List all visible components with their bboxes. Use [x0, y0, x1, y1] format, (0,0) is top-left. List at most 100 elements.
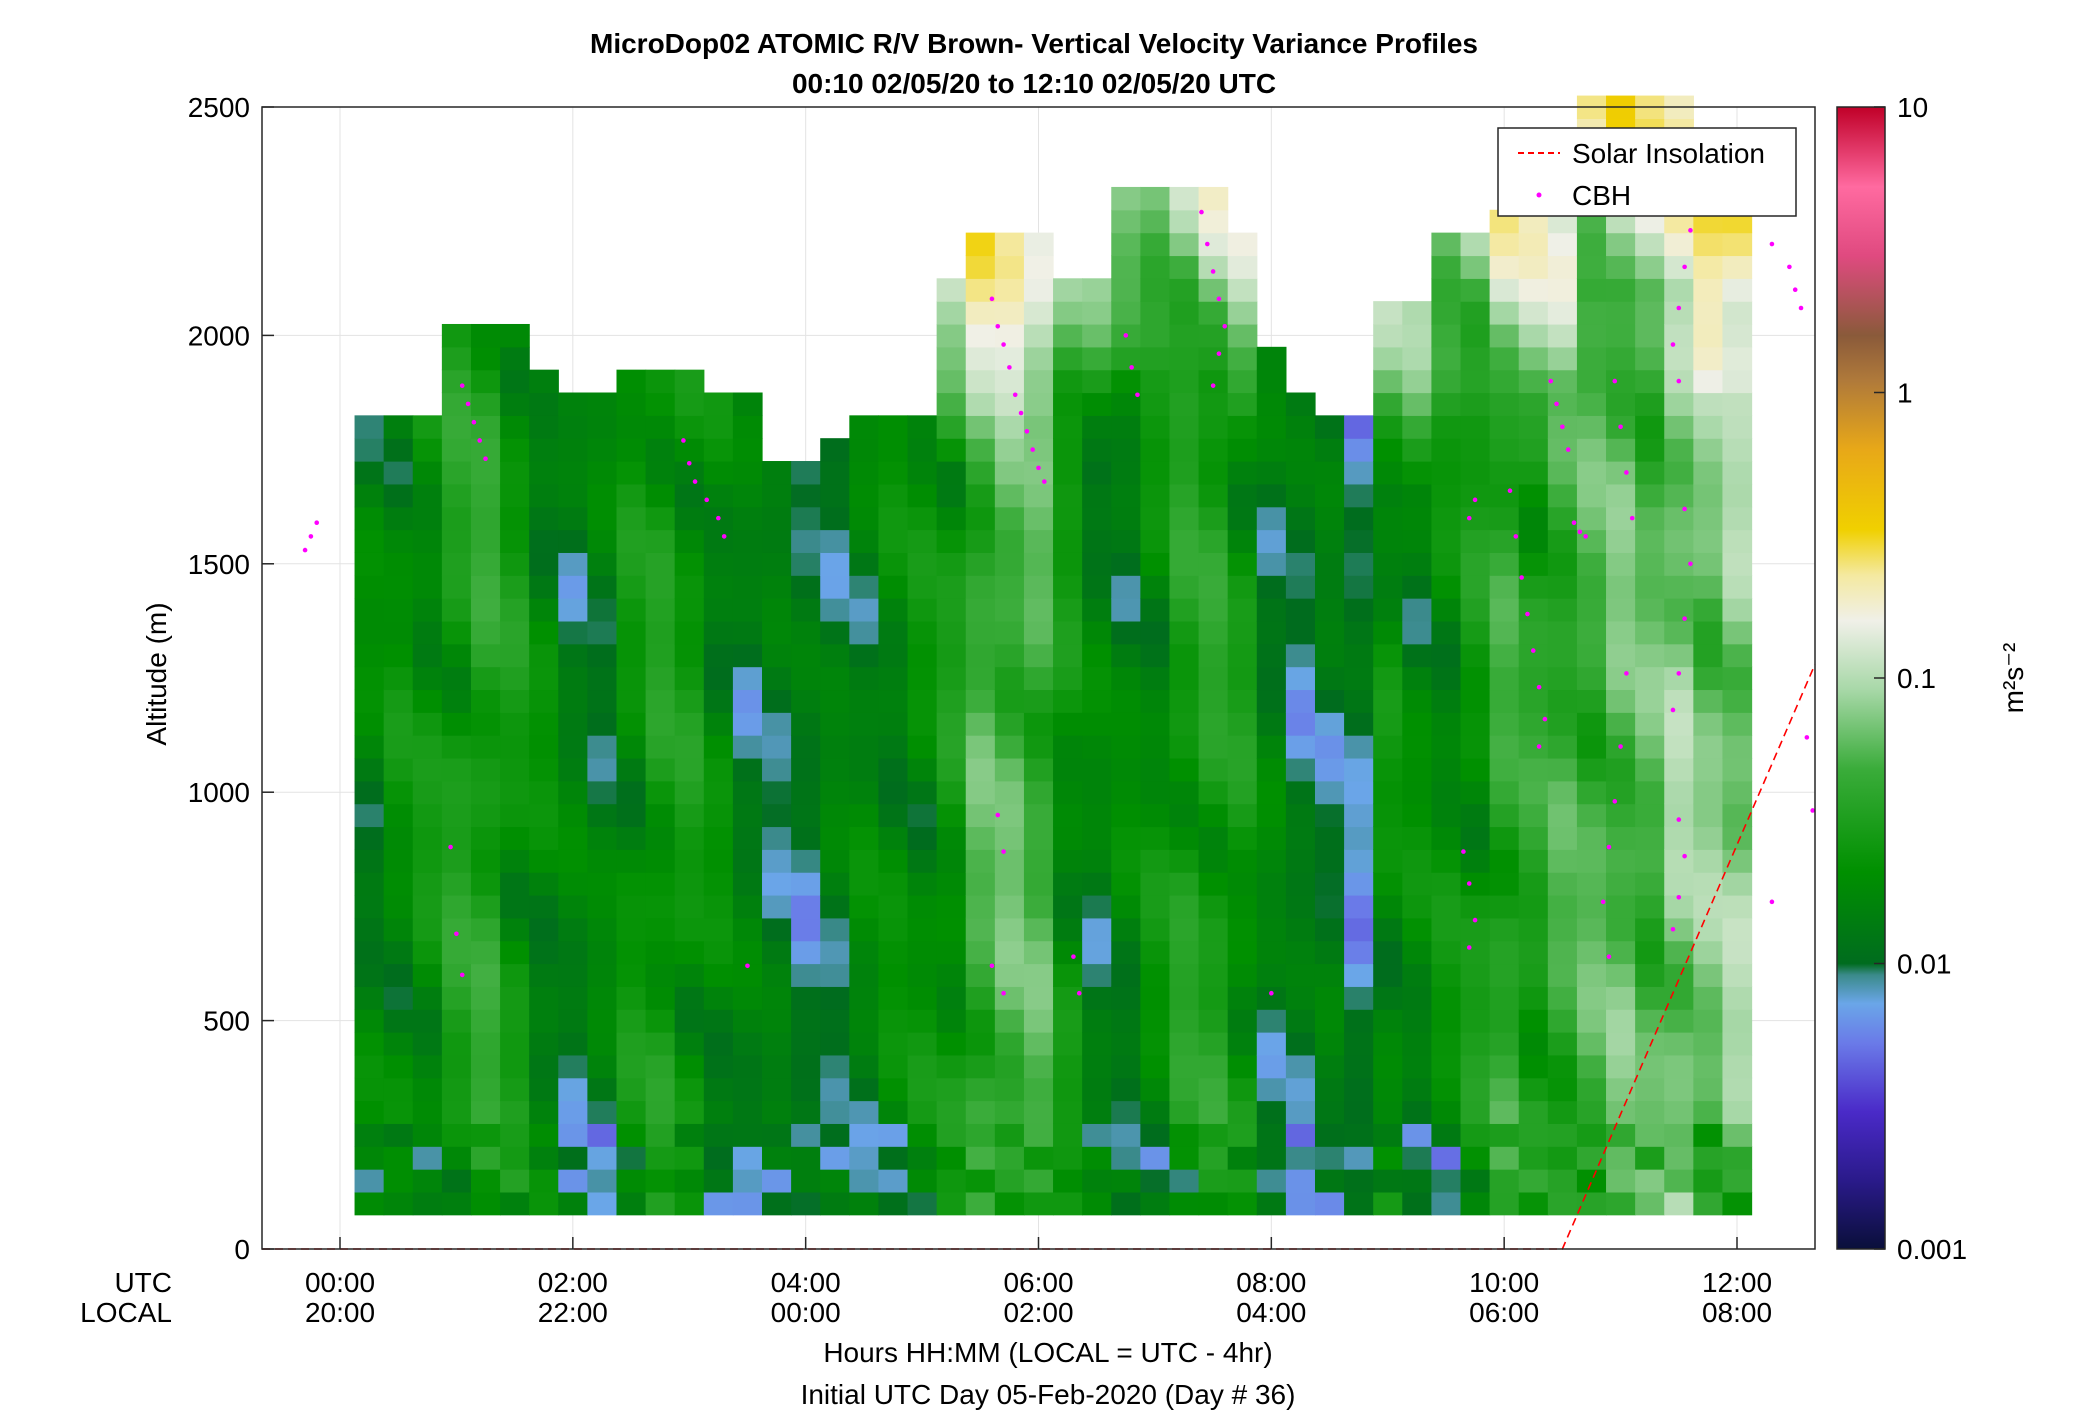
heatmap-cell: [470, 415, 501, 439]
heatmap-cell: [994, 917, 1025, 942]
heatmap-cell: [1023, 506, 1054, 531]
heatmap-cell: [936, 1146, 967, 1170]
heatmap-cell: [1664, 986, 1694, 1010]
heatmap-cell: [1169, 1146, 1200, 1170]
heatmap-cell: [529, 1169, 559, 1193]
heatmap-cell: [1227, 666, 1258, 691]
heatmap-cell: [645, 1191, 676, 1216]
heatmap-cell: [1489, 917, 1520, 942]
heatmap-cell: [1547, 1169, 1578, 1193]
heatmap-cell: [383, 917, 414, 942]
heatmap-cell: [529, 643, 559, 668]
heatmap-cell: [820, 757, 850, 782]
heatmap-cell: [1140, 186, 1171, 211]
heatmap-cell: [1140, 346, 1171, 371]
heatmap-cell: [703, 575, 734, 599]
heatmap-cell: [1053, 735, 1083, 759]
heatmap-cell: [1664, 757, 1694, 782]
heatmap-cell: [1664, 415, 1694, 439]
heatmap-cell: [1314, 712, 1345, 736]
heatmap-cell: [762, 917, 792, 942]
heatmap-cell: [470, 872, 501, 896]
heatmap-cell: [1460, 689, 1491, 713]
heatmap-cell: [1373, 780, 1403, 805]
heatmap-cell: [1373, 1009, 1403, 1033]
x-tick-labels: 00:0020:0002:0022:0004:0000:0006:0002:00…: [305, 1237, 1772, 1328]
heatmap-cell: [1285, 666, 1316, 691]
heatmap-cell: [1169, 1169, 1200, 1193]
heatmap-cell: [383, 894, 414, 919]
heatmap-cell: [1314, 438, 1345, 462]
heatmap-cell: [1227, 461, 1258, 485]
heatmap-cell: [1576, 757, 1607, 782]
heatmap-cell: [441, 346, 472, 371]
heatmap-cell: [1140, 1100, 1171, 1124]
heatmap-cell: [1314, 803, 1345, 828]
heatmap-cell: [1256, 1169, 1287, 1193]
cbh-point: [1600, 899, 1606, 905]
heatmap-cell: [441, 529, 472, 553]
heatmap-cell: [354, 575, 385, 599]
heatmap-cell: [878, 483, 909, 508]
heatmap-cell: [1635, 643, 1665, 668]
heatmap-cell: [1111, 598, 1141, 622]
heatmap-cell: [1431, 461, 1462, 485]
heatmap-cell: [1693, 780, 1724, 805]
heatmap-cell: [1489, 415, 1520, 439]
heatmap-cell: [1256, 803, 1287, 828]
heatmap-cell: [441, 1009, 472, 1033]
heatmap-cell: [1606, 552, 1636, 576]
heatmap-cell: [1314, 1077, 1345, 1102]
heatmap-cell: [849, 689, 880, 713]
heatmap-cell: [1082, 552, 1112, 576]
heatmap-cell: [965, 1054, 996, 1079]
heatmap-cell: [1402, 1146, 1433, 1170]
heatmap-cell: [1082, 415, 1112, 439]
heatmap-cell: [1227, 826, 1258, 850]
heatmap-cell: [1111, 1146, 1141, 1170]
heatmap-cell: [907, 803, 938, 828]
heatmap-cell: [907, 1077, 938, 1102]
heatmap-cell: [732, 666, 763, 691]
heatmap-cell: [412, 826, 443, 850]
heatmap-cell: [1053, 757, 1083, 782]
heatmap-cell: [441, 575, 472, 599]
heatmap-cell: [907, 598, 938, 622]
heatmap-cell: [383, 1146, 414, 1170]
heatmap-cell: [1023, 1009, 1054, 1033]
heatmap-cell: [1082, 1054, 1112, 1079]
heatmap-cell: [1285, 1077, 1316, 1102]
heatmap-cell: [1722, 826, 1753, 850]
heatmap-cell: [441, 369, 472, 394]
heatmap-cell: [1111, 849, 1141, 873]
heatmap-cell: [500, 369, 530, 394]
cbh-point: [989, 963, 995, 969]
heatmap-cell: [1053, 872, 1083, 896]
heatmap-cell: [645, 529, 676, 553]
heatmap-cell: [907, 757, 938, 782]
heatmap-cell: [1314, 1169, 1345, 1193]
cbh-point: [1682, 506, 1687, 512]
heatmap-cell: [354, 1077, 385, 1102]
heatmap-cell: [1518, 735, 1549, 759]
heatmap-cell: [1431, 232, 1462, 257]
heatmap-cell: [674, 598, 705, 622]
heatmap-cell: [616, 917, 647, 942]
heatmap-cell: [762, 826, 792, 850]
heatmap-cell: [1431, 415, 1462, 439]
cbh-point: [1612, 799, 1618, 804]
cbh-point: [1001, 849, 1006, 854]
heatmap-cell: [1314, 826, 1345, 850]
heatmap-cell: [1547, 575, 1578, 599]
heatmap-cell: [791, 986, 821, 1010]
heatmap-cell: [412, 483, 443, 508]
heatmap-cell: [674, 1100, 705, 1124]
heatmap-cell: [1518, 552, 1549, 576]
heatmap-cell: [703, 917, 734, 942]
heatmap-cell: [500, 986, 530, 1010]
heatmap-cell: [1722, 712, 1753, 736]
heatmap-cell: [1576, 712, 1607, 736]
heatmap-cell: [1460, 1146, 1491, 1170]
heatmap-cell: [1285, 643, 1316, 668]
cbh-point: [692, 479, 698, 484]
